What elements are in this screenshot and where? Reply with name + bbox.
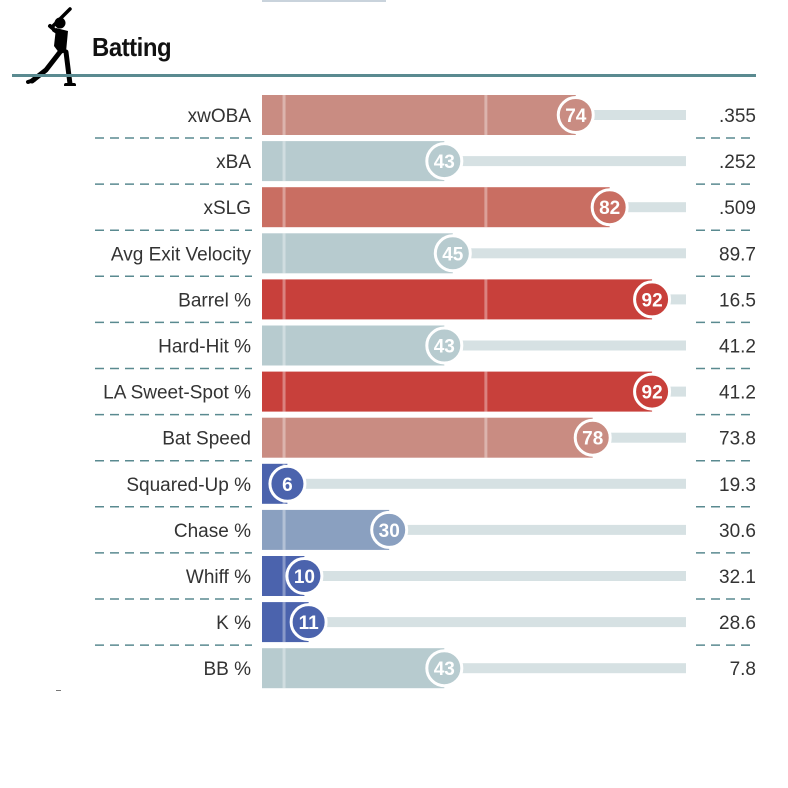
metric-value: 19.3 bbox=[719, 475, 756, 496]
percentile-badge-label: 30 bbox=[379, 521, 400, 542]
metric-value: 32.1 bbox=[719, 567, 756, 588]
percentile-badge-label: 74 bbox=[565, 106, 587, 127]
percentile-badge bbox=[285, 557, 324, 595]
percentile-bar bbox=[262, 141, 445, 182]
track-bar bbox=[262, 663, 686, 674]
percentile-bar bbox=[262, 95, 576, 135]
percentile-badge bbox=[433, 234, 472, 273]
percentile-badge-label: 43 bbox=[434, 152, 455, 173]
percentile-badge-label: 10 bbox=[294, 567, 315, 588]
metric-value: .355 bbox=[719, 106, 756, 127]
percentile-badge bbox=[590, 188, 629, 227]
percentile-badge-label: 11 bbox=[299, 613, 320, 634]
track-bar bbox=[262, 524, 686, 535]
metric-value: 16.5 bbox=[719, 290, 756, 311]
percentile-bar bbox=[262, 509, 390, 550]
percentile-badge bbox=[370, 510, 409, 549]
metric-label: xBA bbox=[216, 152, 251, 173]
bottom-mark bbox=[56, 690, 61, 691]
track-bar bbox=[262, 156, 686, 167]
metric-value: 28.6 bbox=[719, 613, 756, 634]
metric-value: 89.7 bbox=[719, 244, 756, 265]
metric-label: BB % bbox=[203, 659, 251, 680]
percentile-badge bbox=[633, 372, 672, 411]
track-bar bbox=[262, 617, 686, 628]
metric-label: Squared-Up % bbox=[126, 475, 251, 496]
metric-label: K % bbox=[216, 613, 251, 634]
header-rule bbox=[12, 74, 756, 77]
percentile-bar bbox=[262, 187, 610, 228]
track-bar bbox=[262, 340, 686, 351]
percentile-bar bbox=[262, 279, 653, 320]
track-bar bbox=[262, 248, 686, 259]
metric-label: Hard-Hit % bbox=[158, 337, 251, 358]
section-title: Batting bbox=[92, 32, 172, 62]
metric-value: 30.6 bbox=[719, 521, 756, 542]
metric-label: Chase % bbox=[174, 521, 251, 542]
track-bar bbox=[262, 478, 686, 489]
percentile-bar bbox=[262, 648, 445, 689]
metric-label: Avg Exit Velocity bbox=[111, 244, 252, 265]
percentile-badge-label: 6 bbox=[282, 475, 293, 496]
percentile-badge bbox=[268, 464, 307, 503]
percentile-badge bbox=[289, 603, 328, 642]
percentile-badge-label: 82 bbox=[599, 198, 620, 219]
metric-value: 7.8 bbox=[730, 659, 756, 680]
percentile-badge bbox=[425, 326, 464, 365]
percentile-badge bbox=[425, 649, 464, 688]
percentile-badge bbox=[573, 418, 612, 457]
percentile-badge-label: 45 bbox=[442, 244, 464, 265]
metric-value: .252 bbox=[719, 152, 756, 173]
percentile-badge-label: 92 bbox=[642, 383, 663, 404]
percentile-bar bbox=[262, 325, 445, 366]
metric-label: xSLG bbox=[203, 198, 251, 219]
metric-label: Barrel % bbox=[178, 290, 251, 311]
metric-label: Whiff % bbox=[186, 567, 251, 588]
metric-value: 41.2 bbox=[719, 337, 756, 358]
percentile-badge bbox=[556, 96, 595, 134]
percentile-badge-label: 78 bbox=[582, 429, 603, 450]
percentile-badge-label: 43 bbox=[434, 659, 455, 680]
section-header: Batting bbox=[0, 0, 788, 86]
percentile-badge-label: 92 bbox=[642, 290, 663, 311]
metric-label: LA Sweet-Spot % bbox=[103, 383, 251, 404]
percentile-badge-label: 43 bbox=[434, 337, 455, 358]
batter-silhouette-icon bbox=[26, 7, 76, 86]
metric-label: Bat Speed bbox=[162, 429, 251, 450]
percentile-bar bbox=[262, 417, 593, 458]
metric-value: 41.2 bbox=[719, 383, 756, 404]
track-bar bbox=[262, 571, 686, 581]
percentile-bar bbox=[262, 371, 653, 412]
percentile-bar bbox=[262, 233, 453, 274]
metric-value: .509 bbox=[719, 198, 756, 219]
percentile-badge bbox=[633, 280, 672, 319]
top-tab-indicator bbox=[262, 0, 386, 2]
percentile-badge bbox=[425, 142, 464, 181]
metric-value: 73.8 bbox=[719, 429, 756, 450]
metric-label: xwOBA bbox=[188, 106, 252, 127]
